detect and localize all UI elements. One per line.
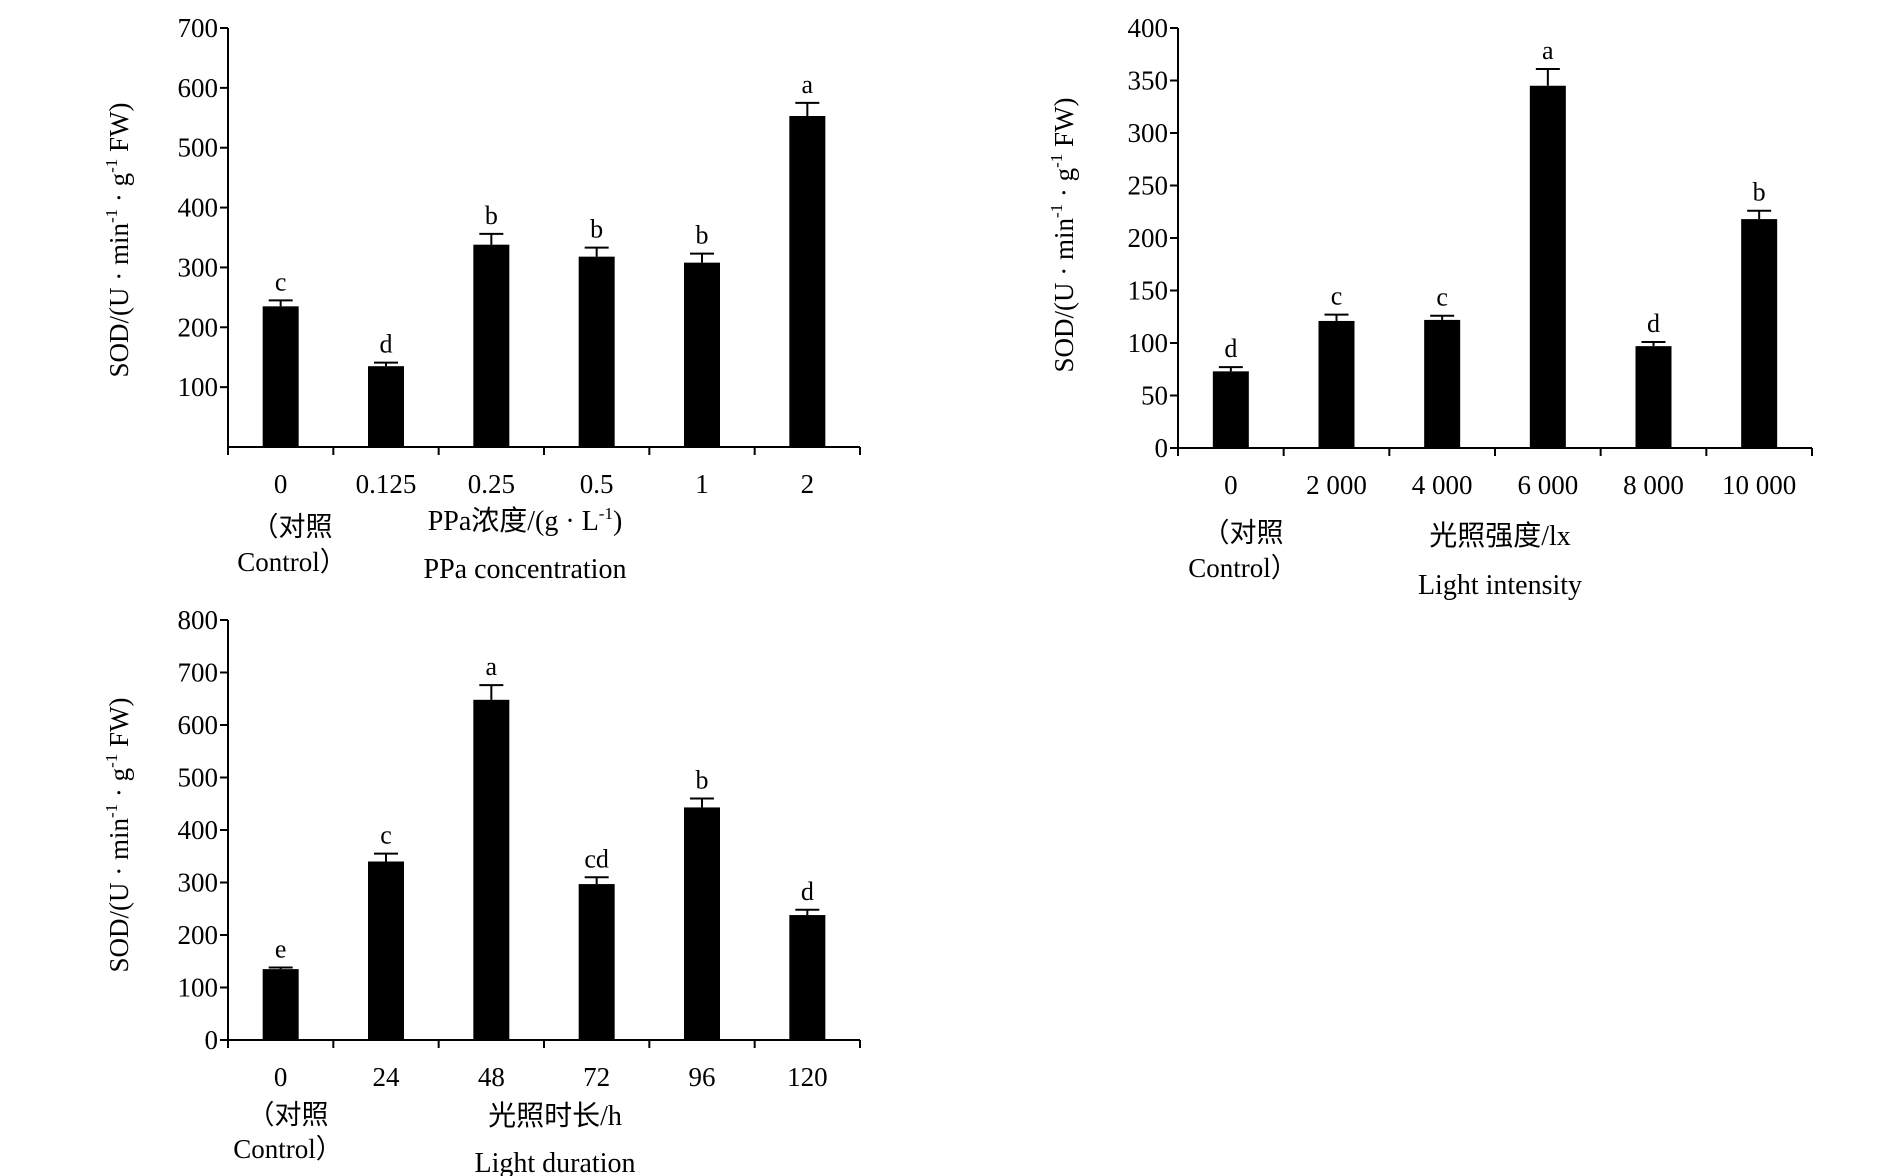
bar xyxy=(262,969,299,1040)
x-tick-label: 96 xyxy=(689,1062,716,1092)
y-tick-label: 200 xyxy=(178,920,219,950)
bar xyxy=(262,306,299,447)
y-axis-label: SOD/(U · min-1 · g-1 FW) xyxy=(102,102,134,377)
y-tick-label: 50 xyxy=(1141,381,1168,411)
bar xyxy=(368,366,404,447)
y-tick-label: 100 xyxy=(178,973,219,1003)
bar xyxy=(789,915,826,1040)
bar xyxy=(789,115,826,448)
x-tick-label: 8 000 xyxy=(1623,470,1684,500)
bar xyxy=(368,861,404,1040)
significance-letter: b xyxy=(696,766,709,795)
bar xyxy=(1318,320,1355,448)
x-axis-label-en: Light intensity xyxy=(1418,570,1582,601)
control-label-cn: （对照 xyxy=(1203,518,1284,548)
significance-letter: d xyxy=(801,877,814,906)
x-tick-label: 0 xyxy=(274,1062,288,1092)
control-label-en: Control） xyxy=(233,1134,343,1164)
y-tick-label: 100 xyxy=(178,372,219,402)
y-tick-label: 200 xyxy=(178,312,219,342)
y-tick-label: 600 xyxy=(178,73,219,103)
x-axis-label-cn: 光照强度/lx xyxy=(1429,520,1571,552)
y-tick-label: 700 xyxy=(178,13,219,43)
x-tick-label: 72 xyxy=(583,1062,610,1092)
y-tick-label: 300 xyxy=(178,252,219,282)
x-tick-label: 1 xyxy=(695,469,709,499)
y-tick-label: 350 xyxy=(1128,66,1169,96)
control-label-cn: （对照 xyxy=(252,512,333,542)
significance-letter: c xyxy=(1331,282,1343,311)
control-label-cn: （对照 xyxy=(248,1100,329,1130)
bar xyxy=(1212,371,1249,448)
bar xyxy=(578,256,615,447)
y-tick-label: 200 xyxy=(1128,223,1169,253)
chart-panel-3: 0 100 200 300 400 500 600 700 800 e 0 c 24 a 48 cd 72 b 96… xyxy=(102,605,861,1176)
chart-panel-1: 100 200 300 400 500 600 700 c 0 d 0.125 b 0.25 b 0.5 b 1… xyxy=(102,13,861,585)
x-tick-label: 0.125 xyxy=(356,469,417,499)
bar xyxy=(684,262,720,447)
bar xyxy=(578,884,615,1040)
significance-letter: c xyxy=(1436,283,1448,312)
bar xyxy=(1635,346,1672,448)
significance-letter: e xyxy=(275,935,287,964)
y-tick-label: 700 xyxy=(178,658,219,688)
x-tick-label: 24 xyxy=(373,1062,401,1092)
y-tick-label: 400 xyxy=(178,815,219,845)
significance-letter: d xyxy=(1647,309,1660,338)
x-axis-label-cn: 光照时长/h xyxy=(488,1100,622,1132)
x-tick-label: 2 xyxy=(801,469,815,499)
y-tick-label: 100 xyxy=(1128,328,1169,358)
y-tick-label: 0 xyxy=(205,1025,219,1055)
chart-panel-2: 0 50 100 150 200 250 300 350 400 d 0 c 2 000 c 4 000 a 6… xyxy=(1047,13,1813,601)
bar xyxy=(684,807,720,1040)
y-tick-label: 300 xyxy=(178,868,219,898)
significance-letter: a xyxy=(802,70,814,99)
significance-letter: d xyxy=(1224,334,1237,363)
x-tick-label: 0.5 xyxy=(580,469,614,499)
bar xyxy=(473,244,510,447)
control-label-en: Control） xyxy=(1188,553,1298,583)
bar xyxy=(473,699,510,1040)
x-tick-label: 0 xyxy=(274,469,288,499)
significance-letter: b xyxy=(590,215,603,244)
y-tick-label: 400 xyxy=(1128,13,1169,43)
y-axis-label: SOD/(U · min-1 · g-1 FW) xyxy=(102,697,134,972)
y-tick-label: 300 xyxy=(1128,118,1169,148)
bar xyxy=(1424,319,1461,448)
x-axis-label-cn: PPa浓度/(g · L-1) xyxy=(428,504,623,537)
significance-letter: b xyxy=(1753,178,1766,207)
y-tick-label: 500 xyxy=(178,133,219,163)
significance-letter: a xyxy=(1542,36,1554,65)
significance-letter: c xyxy=(380,821,392,850)
x-axis-label-en: Light duration xyxy=(475,1148,636,1176)
y-axis-label: SOD/(U · min-1 · g-1 FW) xyxy=(1047,97,1079,372)
bar xyxy=(1529,85,1566,448)
x-tick-label: 120 xyxy=(787,1062,828,1092)
control-label-en: Control） xyxy=(237,547,347,577)
y-tick-label: 400 xyxy=(178,193,219,223)
significance-letter: b xyxy=(485,201,498,230)
y-tick-label: 500 xyxy=(178,763,219,793)
y-tick-label: 600 xyxy=(178,710,219,740)
x-tick-label: 4 000 xyxy=(1412,470,1473,500)
y-tick-label: 0 xyxy=(1155,433,1169,463)
y-tick-label: 800 xyxy=(178,605,219,635)
y-tick-label: 250 xyxy=(1128,171,1169,201)
x-tick-label: 0.25 xyxy=(468,469,515,499)
y-tick-label: 150 xyxy=(1128,276,1169,306)
x-tick-label: 0 xyxy=(1224,470,1238,500)
x-tick-label: 2 000 xyxy=(1306,470,1367,500)
significance-letter: a xyxy=(486,652,498,681)
x-axis-label-en: PPa concentration xyxy=(424,554,627,585)
x-tick-label: 48 xyxy=(478,1062,505,1092)
significance-letter: c xyxy=(275,267,287,296)
bar xyxy=(1741,219,1778,448)
x-tick-label: 10 000 xyxy=(1722,470,1796,500)
significance-letter: d xyxy=(380,330,393,359)
significance-letter: cd xyxy=(584,844,609,873)
x-tick-label: 6 000 xyxy=(1517,470,1578,500)
significance-letter: b xyxy=(696,221,709,250)
